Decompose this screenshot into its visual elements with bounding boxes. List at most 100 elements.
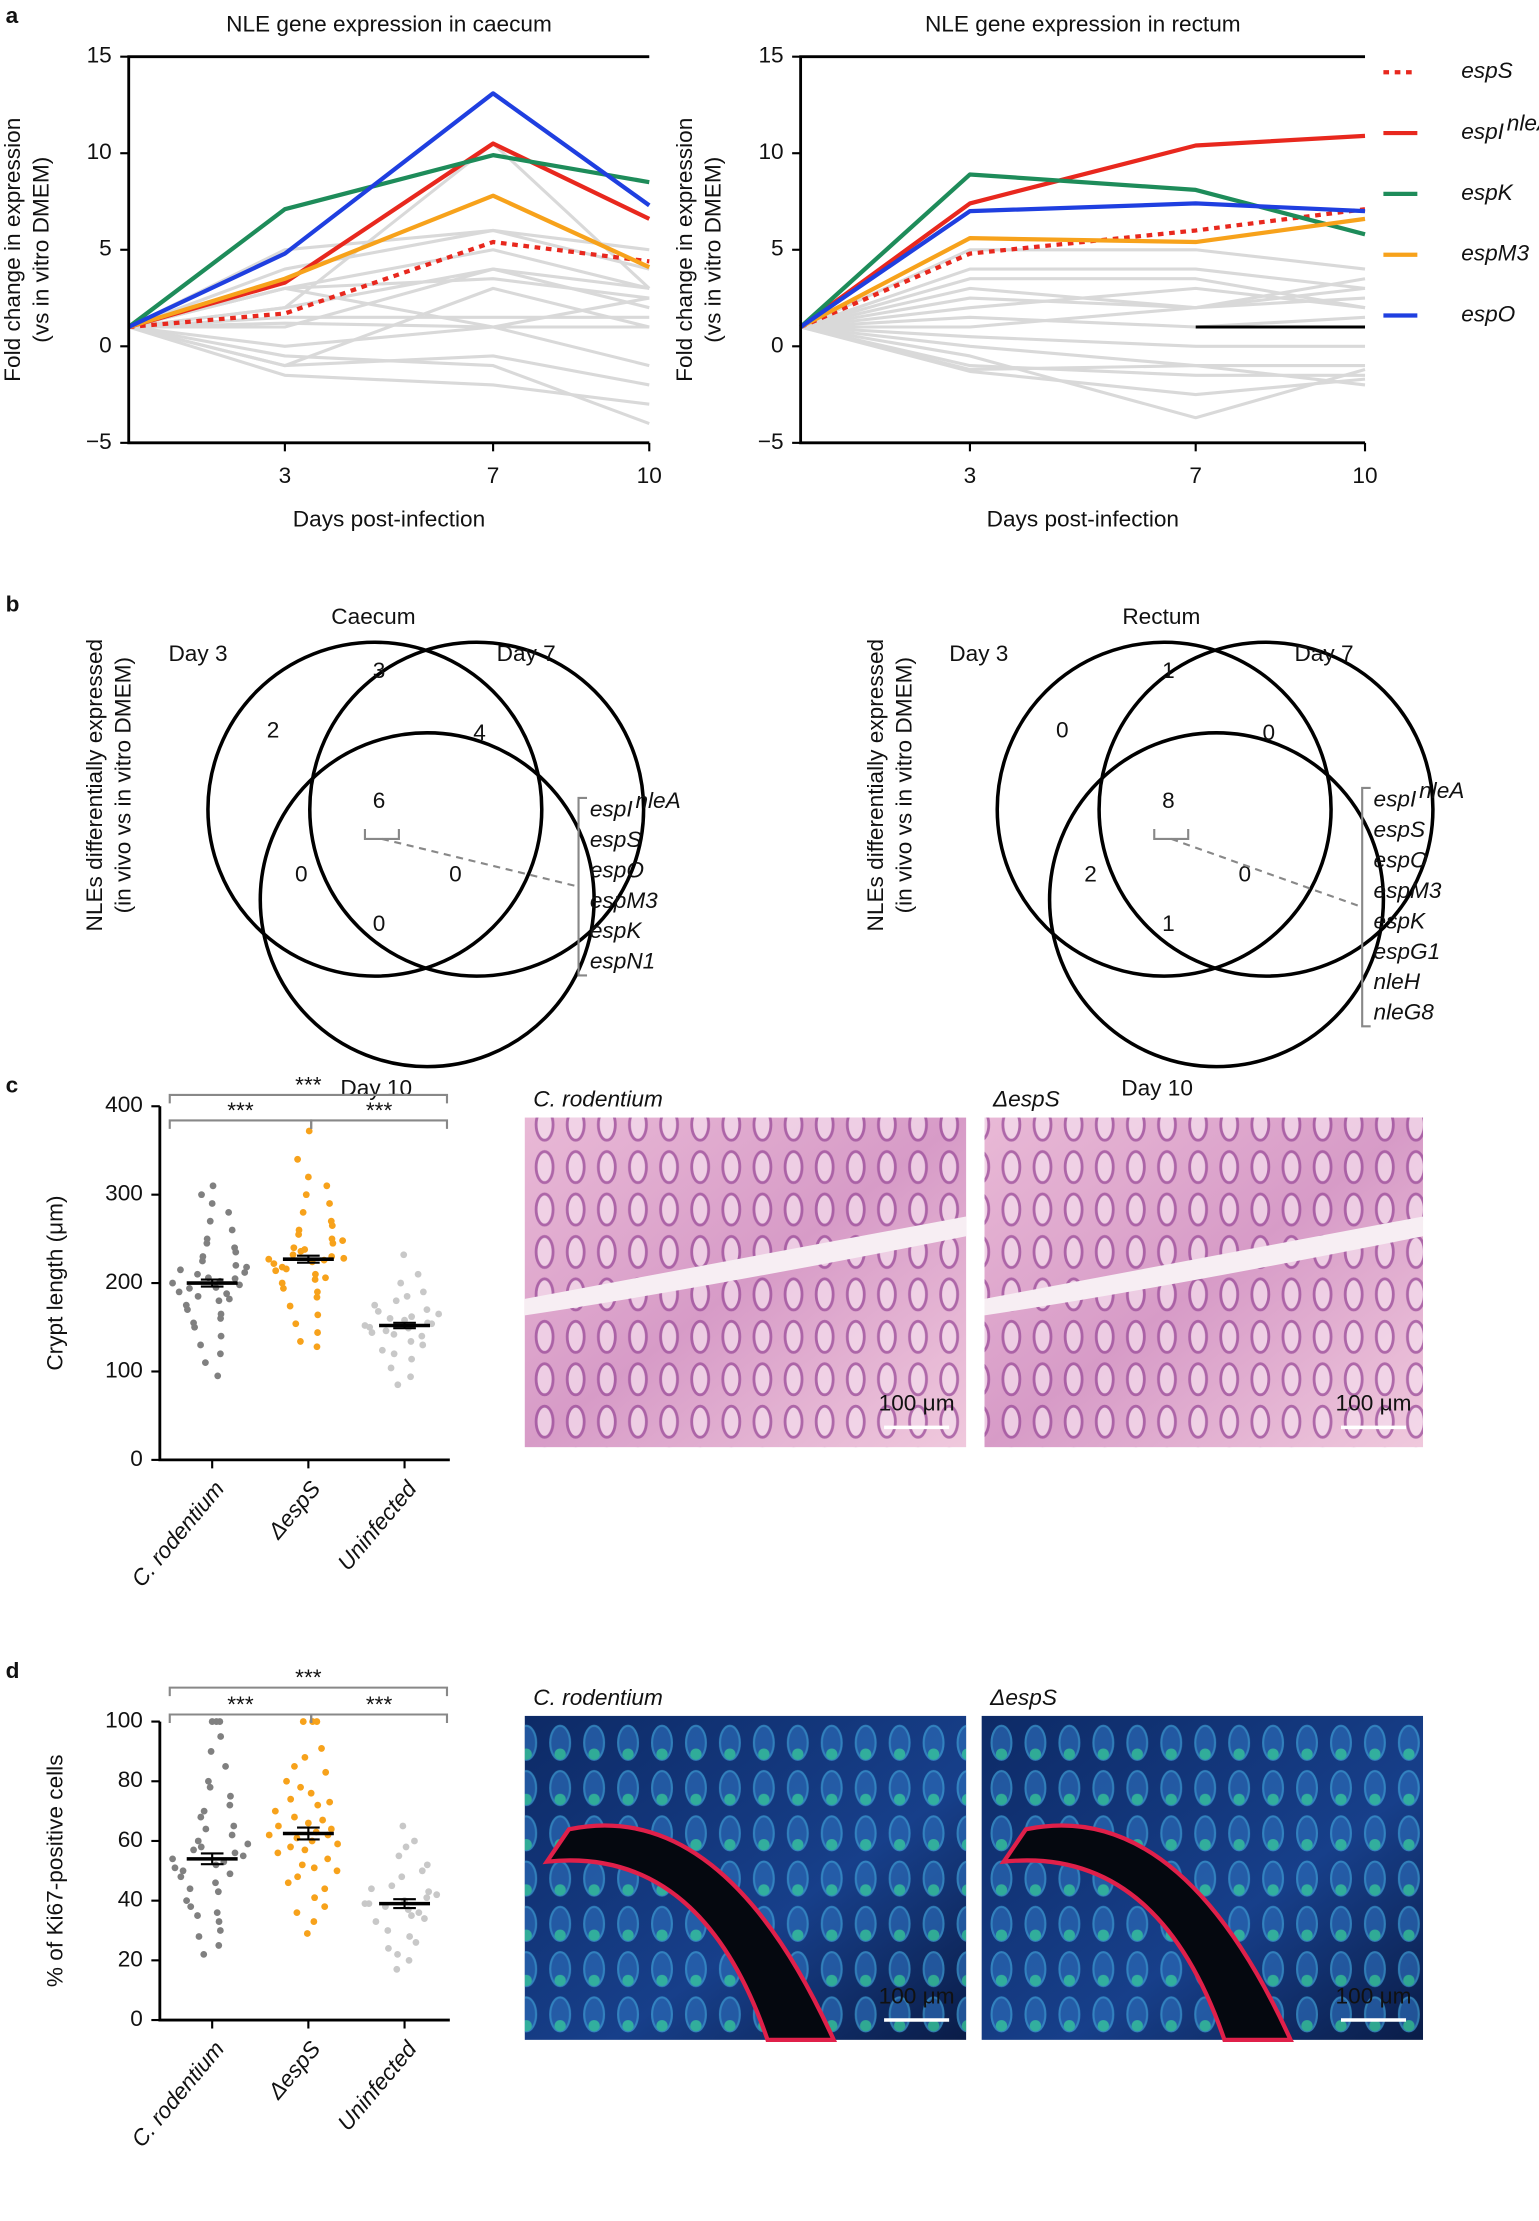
legend-label: espM3 (1461, 241, 1529, 266)
data-point (301, 1846, 309, 1854)
region-count: 0 (1263, 720, 1276, 745)
significance-bracket (310, 1713, 449, 1723)
series-line (799, 201, 1366, 329)
error-bar (297, 1254, 320, 1264)
data-point (327, 1825, 335, 1833)
data-point (399, 1822, 407, 1830)
data-point (187, 1903, 195, 1911)
data-point (313, 1343, 321, 1351)
gene-name: espM3 (1374, 878, 1442, 903)
region-count: 2 (267, 717, 280, 742)
y-axis-label: NLEs differentially expressed (863, 639, 888, 932)
data-point (390, 1350, 398, 1358)
y-tick-label: 0 (130, 2006, 143, 2031)
x-tick-label: 3 (964, 463, 977, 488)
data-point (382, 1327, 390, 1335)
significance-label: *** (227, 1098, 254, 1123)
gene-name: espS (1374, 817, 1426, 842)
series-line (127, 153, 650, 329)
set-label: Day 3 (949, 641, 1008, 666)
y-tick-label: 60 (118, 1827, 143, 1852)
data-point (419, 1288, 427, 1296)
data-point (333, 1867, 341, 1875)
x-tick-label: 7 (487, 463, 500, 488)
data-point (329, 1239, 337, 1247)
data-point (217, 1332, 225, 1340)
data-point (216, 1718, 224, 1725)
lumen (542, 1823, 838, 2042)
data-point (183, 1897, 190, 1905)
data-point (366, 1323, 374, 1331)
y-tick-label: 5 (771, 236, 784, 261)
gene-name: espM3 (590, 888, 658, 913)
superscript: nleA (635, 788, 680, 813)
data-point (194, 1270, 201, 1278)
data-point (228, 1831, 236, 1839)
data-point (226, 1801, 234, 1809)
data-point (214, 1372, 222, 1380)
series-line (799, 216, 1366, 329)
data-point (322, 1768, 330, 1776)
data-point (394, 1950, 401, 1958)
background-line (128, 142, 651, 329)
background-line (800, 296, 1366, 329)
data-point (215, 1942, 223, 1949)
background-line (128, 286, 650, 329)
data-point (169, 1855, 176, 1863)
y-tick-label: 0 (771, 332, 784, 357)
data-point (194, 1912, 201, 1919)
gene-name: espO (1374, 848, 1428, 873)
data-point (307, 1789, 315, 1797)
significance-bracket (310, 1119, 449, 1129)
background-line (128, 321, 650, 329)
y-tick-label: −5 (86, 429, 112, 454)
gene-bracket (1361, 786, 1371, 1028)
chart-title: NLE gene expression in caecum (226, 12, 552, 37)
data-point (291, 1762, 298, 1770)
data-point (217, 1733, 225, 1740)
superscript: nleA (1507, 111, 1539, 136)
region-count: 2 (1084, 862, 1097, 887)
legend-label: espS (1461, 58, 1513, 83)
data-point (182, 1301, 190, 1309)
data-point (322, 1274, 329, 1282)
data-point (194, 1837, 202, 1845)
lumen (999, 1823, 1294, 2042)
y-tick-label: 40 (118, 1887, 143, 1912)
panel-label: a (6, 3, 19, 28)
micrograph-title: C. rodentium (533, 1087, 663, 1112)
data-point (203, 1239, 211, 1247)
data-point (305, 1127, 313, 1135)
error-bar (200, 1278, 224, 1288)
set-label: Day 7 (1294, 641, 1353, 666)
background-line (800, 325, 1366, 420)
y-tick-label: 5 (99, 236, 112, 261)
data-point (303, 1930, 311, 1937)
data-point (433, 1891, 441, 1899)
error-bar (393, 1898, 416, 1910)
significance-bracket (168, 1686, 449, 1697)
gene-name: espG1 (1374, 939, 1441, 964)
data-point (197, 1813, 205, 1821)
data-point (421, 1915, 428, 1922)
region-count: 0 (295, 862, 308, 887)
series-line (799, 172, 1366, 329)
scale-bar-label: 100 μm (879, 1391, 955, 1416)
data-point (299, 1208, 307, 1216)
venn-title: Rectum (1122, 604, 1200, 629)
data-point (197, 1341, 204, 1349)
data-point (195, 1933, 203, 1940)
data-point (423, 1861, 431, 1869)
data-point (319, 1816, 327, 1824)
data-point (202, 1359, 209, 1367)
data-point (418, 1332, 426, 1340)
micrograph-texture (524, 1117, 967, 1448)
data-point (418, 1867, 426, 1875)
data-point (215, 1918, 223, 1925)
data-point (385, 1945, 392, 1952)
data-point (314, 1288, 321, 1296)
data-point (265, 1255, 273, 1263)
y-tick-label: 80 (118, 1767, 143, 1792)
